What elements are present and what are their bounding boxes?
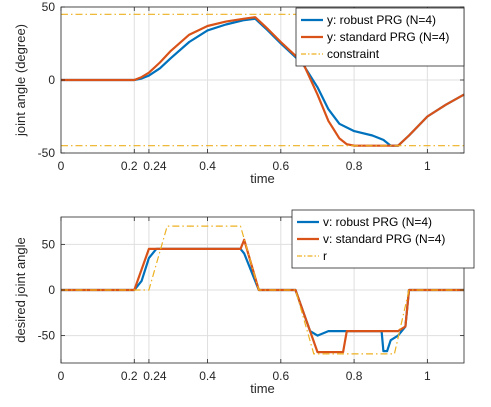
y-axis-label: desired joint angle [13,237,28,343]
x-tick-label: 0.6 [272,369,289,383]
y-tick-label: 0 [48,283,55,297]
series-line-2 [61,238,464,354]
series-line-3 [61,225,464,355]
x-tick-label: 0.24 [143,369,167,383]
x-axis-label: time [250,381,275,396]
legend-entry: y: standard PRG (N=4) [327,30,449,44]
y-tick-label: 50 [42,237,56,251]
x-tick-label: 1 [424,369,431,383]
legend-box [291,209,475,269]
bottom-chart-panel: 0 0.2 0.24 0.4 0.6 0.8 1 50 0 -50 time desired join… [13,209,475,396]
y-tick-label: 0 [48,73,55,87]
legend-box [295,7,465,67]
y-axis-label: joint angle (degree) [13,24,28,137]
x-tick-label: 0.24 [143,159,167,173]
x-tick-label: 0.2 [121,159,138,173]
x-tick-label: 0 [58,369,65,383]
legend-entry: r [323,249,327,263]
legend-entry: v: standard PRG (N=4) [323,232,445,246]
x-tick-label: 0.4 [199,369,216,383]
y-tick-label: -50 [38,146,56,160]
y-tick-label: 50 [42,0,56,14]
legend-entry: y: robust PRG (N=4) [327,13,436,27]
x-tick-label: 0.2 [121,369,138,383]
x-axis-label: time [250,171,275,186]
legend-entry: v: robust PRG (N=4) [323,215,432,229]
x-tick-label: 0.8 [346,159,363,173]
legend-entry: constraint [327,47,380,61]
x-tick-label: 0.6 [272,159,289,173]
x-tick-label: 0.4 [199,159,216,173]
x-tick-label: 0 [58,159,65,173]
y-tick-label: -50 [38,329,56,343]
x-tick-label: 0.8 [346,369,363,383]
x-tick-label: 1 [424,159,431,173]
